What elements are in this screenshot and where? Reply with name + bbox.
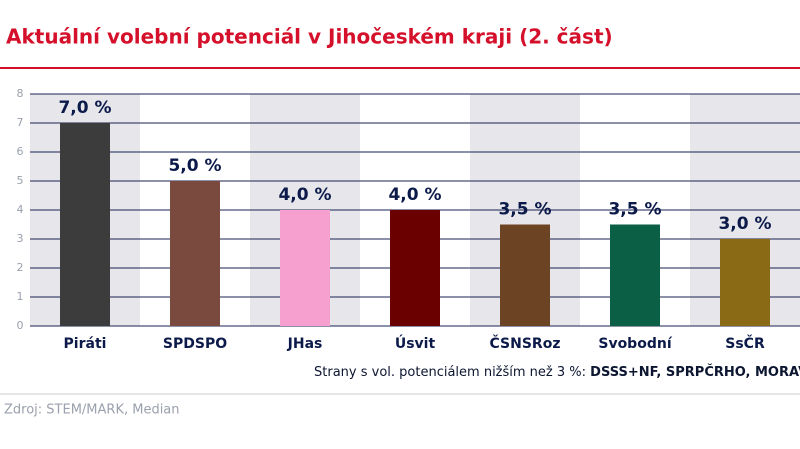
value-label: 7,0 %: [58, 98, 111, 118]
x-tick-label: ČSNSRoz: [490, 334, 561, 352]
value-label: 3,0 %: [718, 214, 771, 234]
y-tick-label: 2: [17, 261, 24, 274]
bar: [500, 224, 550, 326]
y-tick-label: 5: [17, 174, 24, 187]
y-tick-label: 7: [17, 116, 24, 129]
x-tick-label: SsČR: [725, 334, 765, 352]
bar: [60, 123, 110, 326]
y-tick-label: 0: [17, 319, 24, 332]
y-tick-label: 3: [17, 232, 24, 245]
source: Zdroj: STEM/MARK, Median: [4, 403, 180, 418]
bar: [170, 181, 220, 326]
note: Strany s vol. potenciálem nižším než 3 %…: [314, 364, 800, 380]
bar: [610, 224, 660, 326]
chart-title: Aktuální volební potenciál v Jihočeském …: [6, 25, 613, 49]
x-tick-label: Úsvit: [395, 334, 436, 352]
value-label: 3,5 %: [608, 200, 661, 220]
value-label: 5,0 %: [168, 156, 221, 176]
x-tick-label: SPDSPO: [163, 336, 227, 352]
y-tick-label: 6: [17, 145, 24, 158]
x-tick-label: JHas: [287, 336, 323, 352]
note-parties: DSSS+NF, SPRPČRHO, MORAVANÉ, ND, NG, SPR…: [590, 364, 800, 380]
x-tick-label: Piráti: [64, 336, 107, 352]
y-tick-label: 1: [17, 290, 24, 303]
value-label: 4,0 %: [388, 185, 441, 205]
bar: [720, 239, 770, 326]
x-tick-label: Svobodní: [598, 336, 672, 352]
y-tick-label: 4: [17, 203, 24, 216]
bar: [280, 210, 330, 326]
value-label: 3,5 %: [498, 200, 551, 220]
note-prefix: Strany s vol. potenciálem nižším než 3 %…: [314, 365, 586, 380]
value-label: 4,0 %: [278, 185, 331, 205]
bar: [390, 210, 440, 326]
y-tick-label: 8: [17, 87, 24, 100]
